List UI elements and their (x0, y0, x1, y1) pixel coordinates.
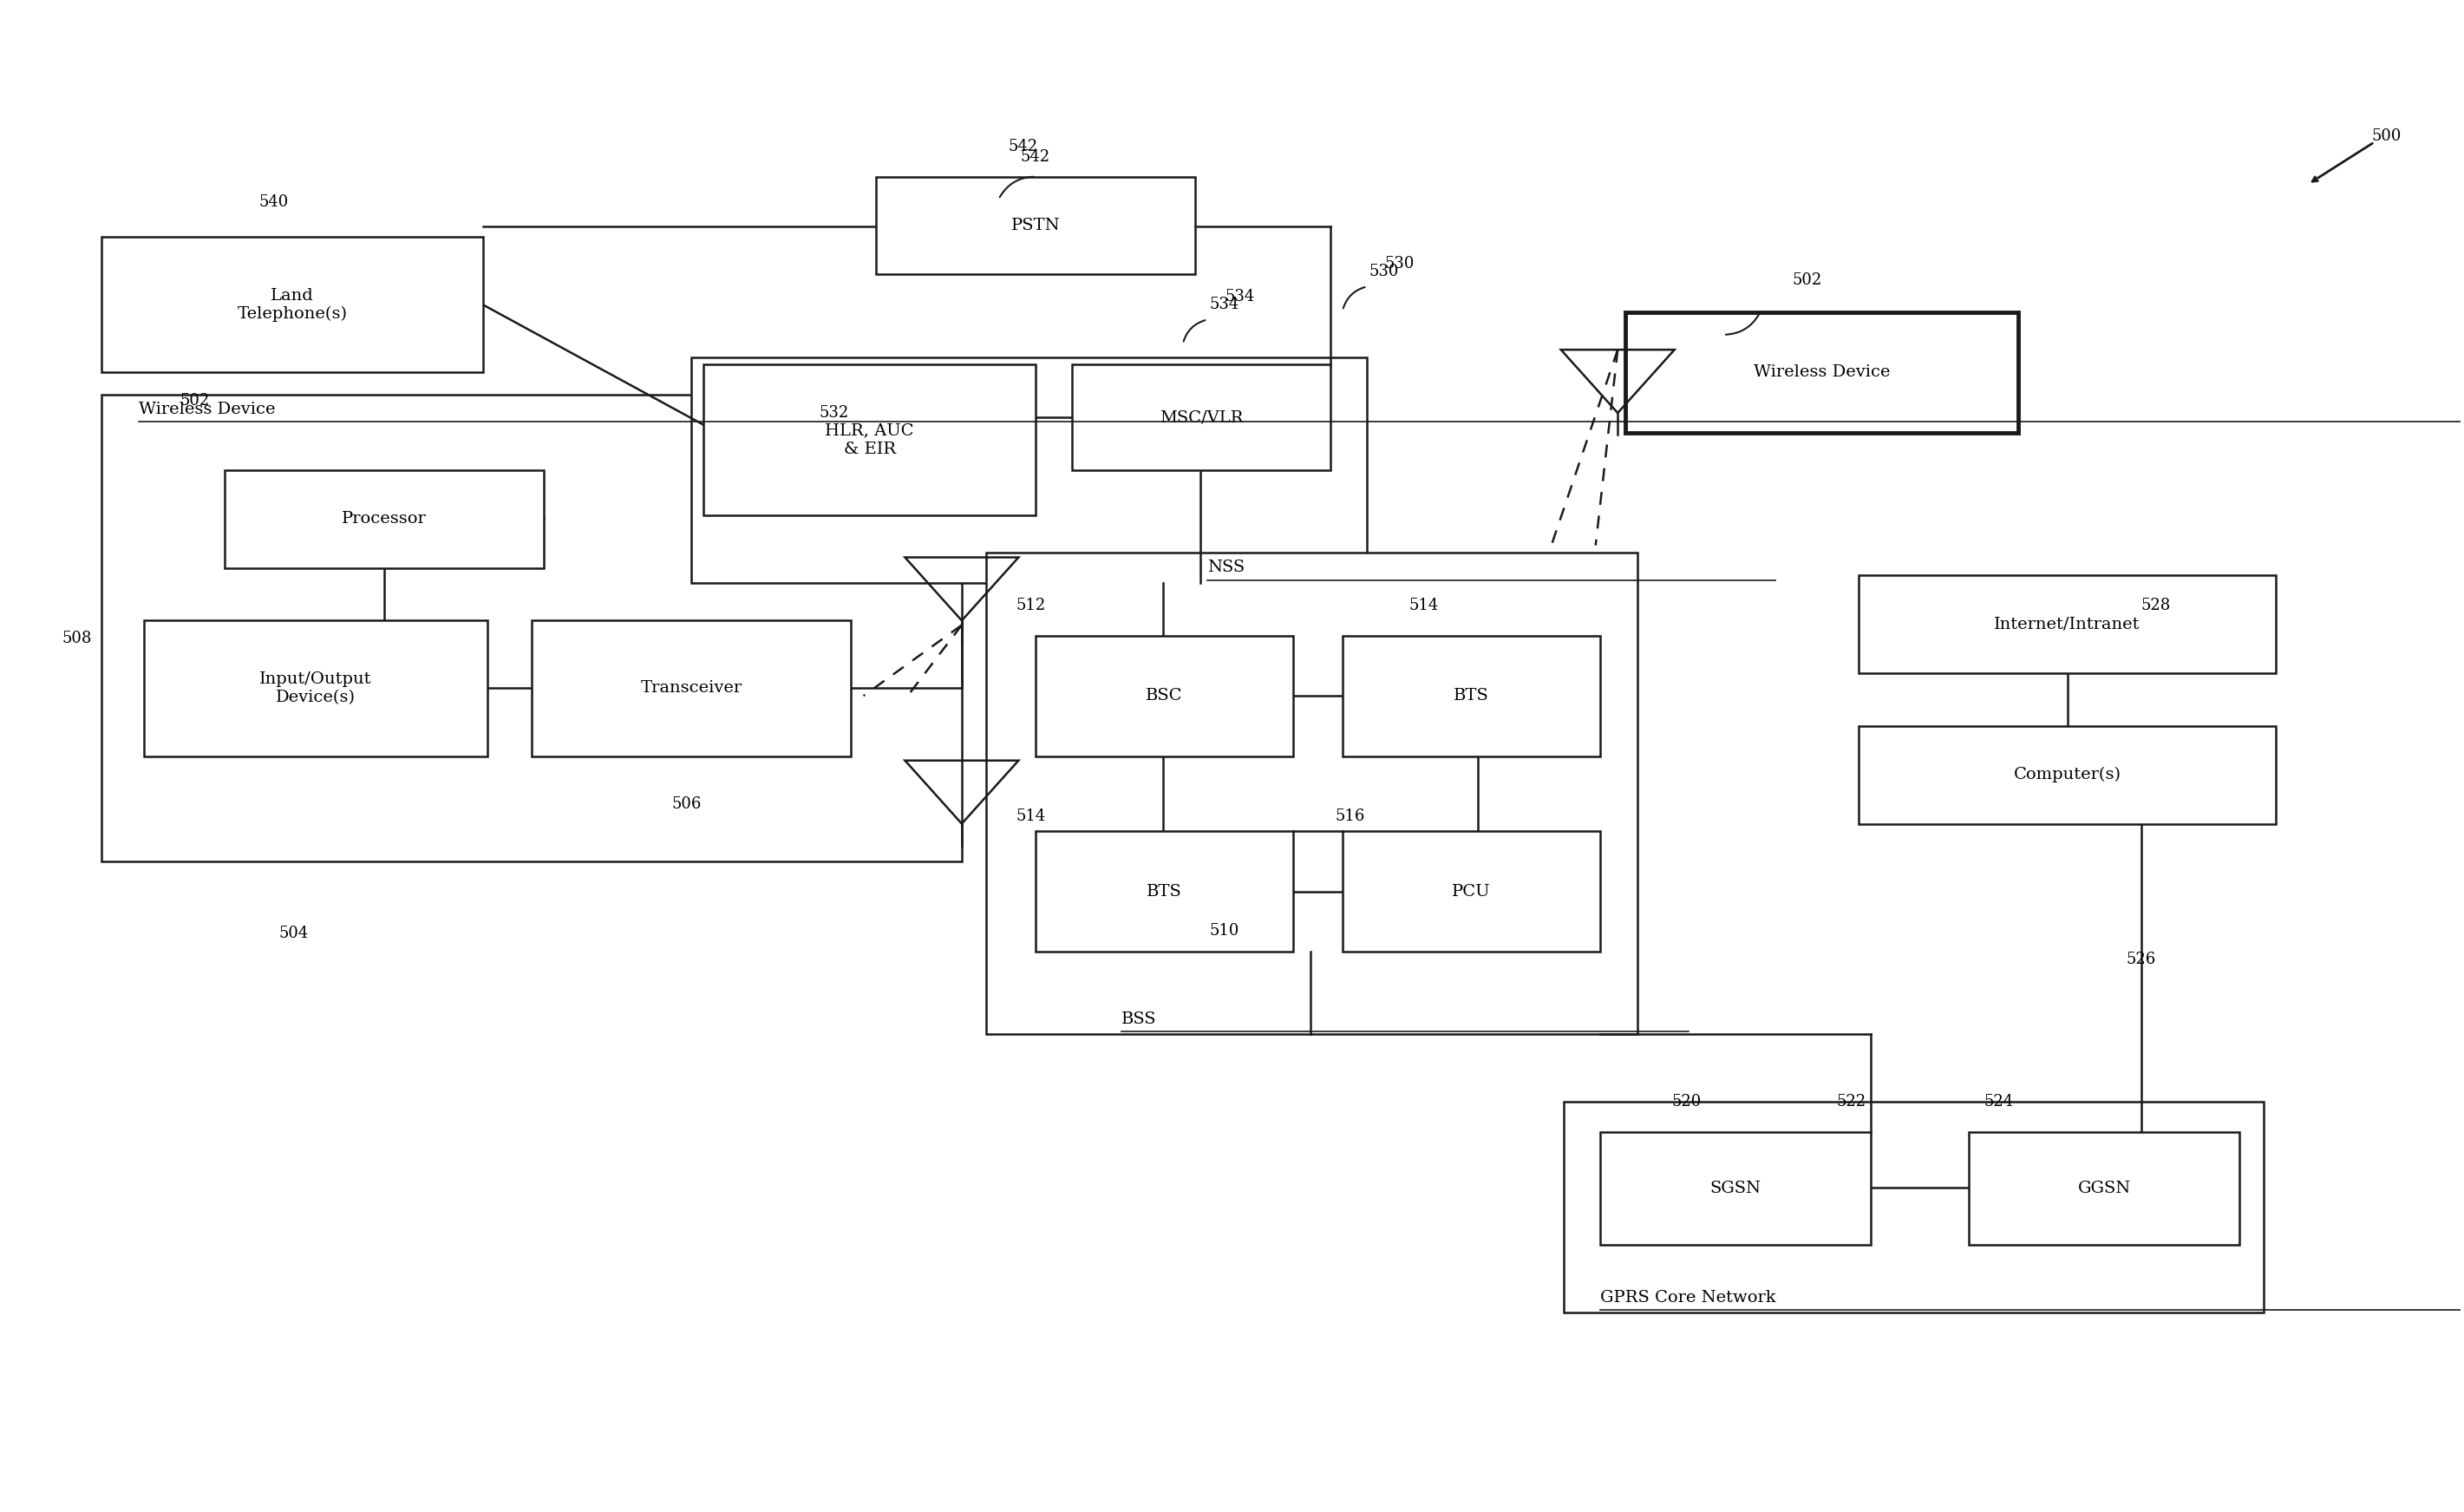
Text: HLR, AUC
& EIR: HLR, AUC & EIR (825, 423, 914, 457)
FancyBboxPatch shape (875, 177, 1195, 275)
Text: Land
Telephone(s): Land Telephone(s) (237, 287, 347, 322)
Text: PCU: PCU (1451, 883, 1491, 900)
Text: Input/Output
Device(s): Input/Output Device(s) (259, 671, 372, 705)
Text: 522: 522 (1836, 1095, 1865, 1110)
FancyBboxPatch shape (532, 620, 850, 756)
FancyBboxPatch shape (1969, 1132, 2240, 1244)
FancyBboxPatch shape (224, 470, 545, 569)
FancyBboxPatch shape (986, 553, 1639, 1034)
Text: 514: 514 (1015, 809, 1045, 824)
Text: 500: 500 (2373, 129, 2402, 144)
Text: 510: 510 (1210, 922, 1239, 939)
Text: 508: 508 (62, 631, 91, 647)
Text: 530: 530 (1370, 263, 1400, 280)
FancyBboxPatch shape (1858, 576, 2277, 673)
Text: SGSN: SGSN (1710, 1181, 1762, 1196)
Text: BTS: BTS (1454, 688, 1488, 703)
Text: 526: 526 (2126, 951, 2156, 968)
Text: 516: 516 (1335, 809, 1365, 824)
Text: BTS: BTS (1146, 883, 1183, 900)
FancyBboxPatch shape (1343, 832, 1602, 951)
Text: GPRS Core Network: GPRS Core Network (1602, 1290, 1777, 1305)
Text: 506: 506 (673, 797, 702, 812)
Text: 514: 514 (1409, 597, 1439, 614)
Text: 534: 534 (1210, 296, 1239, 313)
Text: 540: 540 (259, 195, 288, 210)
Text: MSC/VLR: MSC/VLR (1161, 410, 1244, 425)
Text: 534: 534 (1225, 289, 1254, 304)
Text: 528: 528 (2141, 597, 2171, 614)
Text: Transceiver: Transceiver (641, 680, 742, 696)
FancyBboxPatch shape (1072, 364, 1331, 470)
FancyBboxPatch shape (143, 620, 488, 756)
Text: NSS: NSS (1207, 559, 1244, 576)
Text: Computer(s): Computer(s) (2013, 767, 2122, 783)
Text: 542: 542 (1008, 139, 1037, 154)
Text: Internet/Intranet: Internet/Intranet (1993, 617, 2141, 632)
Text: BSS: BSS (1121, 1012, 1156, 1027)
Text: 524: 524 (1984, 1095, 2013, 1110)
Text: 542: 542 (1020, 150, 1050, 165)
Text: Wireless Device: Wireless Device (138, 402, 276, 417)
Text: 512: 512 (1015, 597, 1045, 614)
FancyBboxPatch shape (1565, 1102, 2264, 1312)
Text: 520: 520 (1671, 1095, 1700, 1110)
Text: Processor: Processor (342, 511, 426, 526)
FancyBboxPatch shape (705, 364, 1035, 516)
Text: 532: 532 (818, 405, 850, 420)
FancyBboxPatch shape (1858, 726, 2277, 824)
Text: BSC: BSC (1146, 688, 1183, 703)
FancyBboxPatch shape (1602, 1132, 1870, 1244)
FancyBboxPatch shape (1343, 635, 1602, 756)
Text: 502: 502 (1791, 272, 1821, 289)
Text: GGSN: GGSN (2077, 1181, 2131, 1196)
FancyBboxPatch shape (101, 395, 961, 862)
FancyBboxPatch shape (692, 357, 1368, 584)
Text: Wireless Device: Wireless Device (1754, 364, 1890, 380)
FancyBboxPatch shape (1035, 832, 1294, 951)
Text: PSTN: PSTN (1010, 218, 1060, 233)
FancyBboxPatch shape (1626, 311, 2018, 432)
Text: 530: 530 (1385, 256, 1414, 272)
Text: 502: 502 (180, 393, 209, 408)
Text: 504: 504 (278, 925, 308, 942)
FancyBboxPatch shape (1035, 635, 1294, 756)
FancyBboxPatch shape (101, 237, 483, 372)
